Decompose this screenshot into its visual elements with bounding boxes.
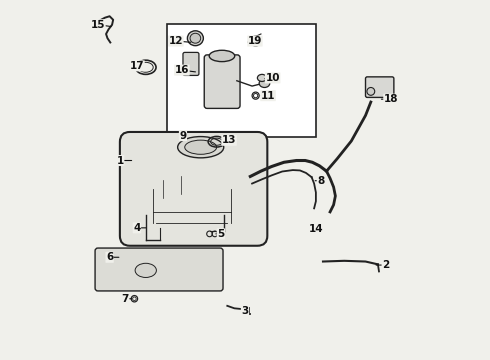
FancyBboxPatch shape [95,248,223,291]
Ellipse shape [259,79,270,87]
Text: 18: 18 [384,94,398,104]
Ellipse shape [257,75,267,81]
Text: 3: 3 [242,306,248,316]
FancyBboxPatch shape [366,77,394,98]
FancyBboxPatch shape [120,132,268,246]
Text: 1: 1 [117,156,124,166]
Text: 15: 15 [91,20,105,30]
Ellipse shape [178,136,224,158]
Text: 10: 10 [266,73,280,83]
Text: 14: 14 [309,224,323,234]
FancyBboxPatch shape [204,55,240,108]
Text: 13: 13 [222,135,236,145]
Text: 2: 2 [382,260,390,270]
Text: 7: 7 [122,294,129,304]
Ellipse shape [250,36,261,46]
Text: 5: 5 [217,229,224,239]
Text: 17: 17 [129,61,144,71]
Text: 16: 16 [174,65,189,75]
Text: 19: 19 [248,36,262,46]
Text: 12: 12 [169,36,183,46]
Text: 6: 6 [106,252,113,262]
Ellipse shape [185,140,217,154]
Text: 9: 9 [179,131,187,141]
Text: 4: 4 [133,223,141,233]
Text: 8: 8 [317,176,324,186]
Ellipse shape [209,50,235,62]
FancyBboxPatch shape [183,53,199,76]
Ellipse shape [367,87,375,95]
Ellipse shape [187,31,203,46]
Ellipse shape [190,33,201,43]
Text: 11: 11 [261,91,275,101]
FancyBboxPatch shape [167,24,316,138]
Ellipse shape [135,263,156,278]
